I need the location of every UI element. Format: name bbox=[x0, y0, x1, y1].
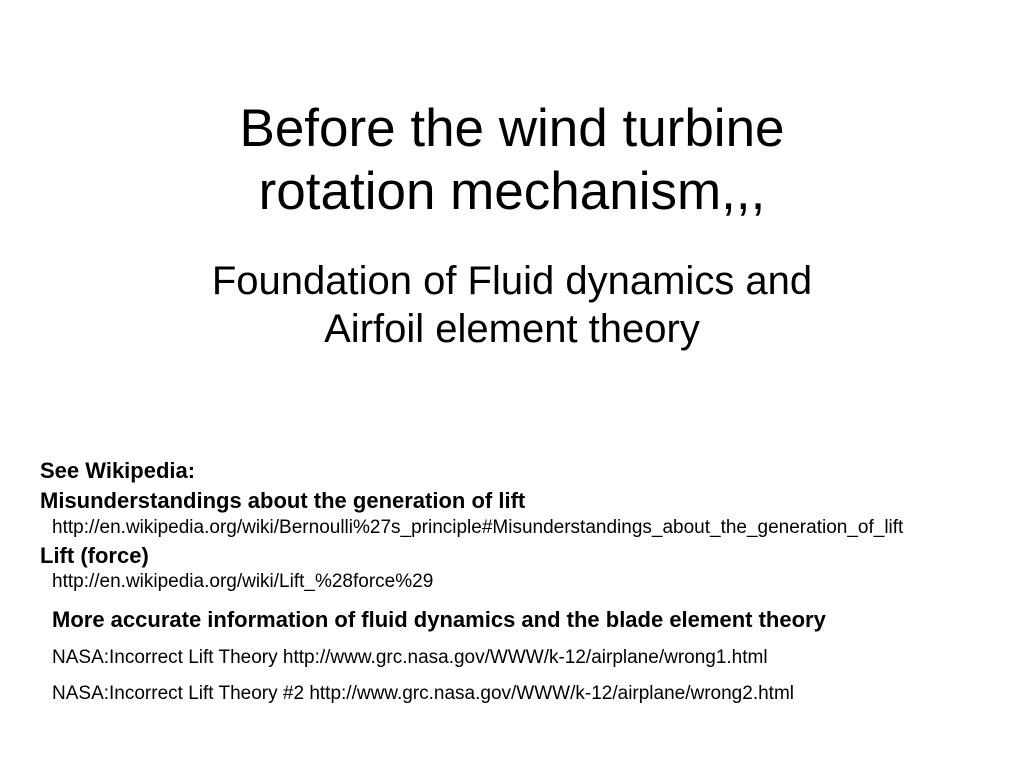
misunderstanding-label: Misunderstandings about the generation o… bbox=[40, 486, 1000, 516]
slide-title: Before the wind turbine rotation mechani… bbox=[0, 98, 1024, 223]
subtitle-line-1: Foundation of Fluid dynamics and bbox=[0, 257, 1024, 305]
bernoulli-url: http://en.wikipedia.org/wiki/Bernoulli%2… bbox=[40, 515, 1000, 541]
slide-container: Before the wind turbine rotation mechani… bbox=[0, 0, 1024, 768]
nasa-ref-2: NASA:Incorrect Lift Theory #2 http://www… bbox=[40, 683, 1000, 705]
lift-url: http://en.wikipedia.org/wiki/Lift_%28for… bbox=[40, 569, 1000, 595]
see-wikipedia-label: See Wikipedia: bbox=[40, 456, 1000, 486]
more-info-label: More accurate information of fluid dynam… bbox=[40, 607, 1000, 633]
nasa-ref-1: NASA:Incorrect Lift Theory http://www.gr… bbox=[40, 647, 1000, 669]
title-line-1: Before the wind turbine bbox=[0, 98, 1024, 161]
references-block: See Wikipedia: Misunderstandings about t… bbox=[40, 456, 1000, 705]
subtitle-line-2: Airfoil element theory bbox=[0, 305, 1024, 353]
slide-subtitle: Foundation of Fluid dynamics and Airfoil… bbox=[0, 257, 1024, 353]
title-line-2: rotation mechanism,,, bbox=[0, 161, 1024, 224]
title-block: Before the wind turbine rotation mechani… bbox=[0, 0, 1024, 353]
lift-force-label: Lift (force) bbox=[40, 543, 1000, 569]
